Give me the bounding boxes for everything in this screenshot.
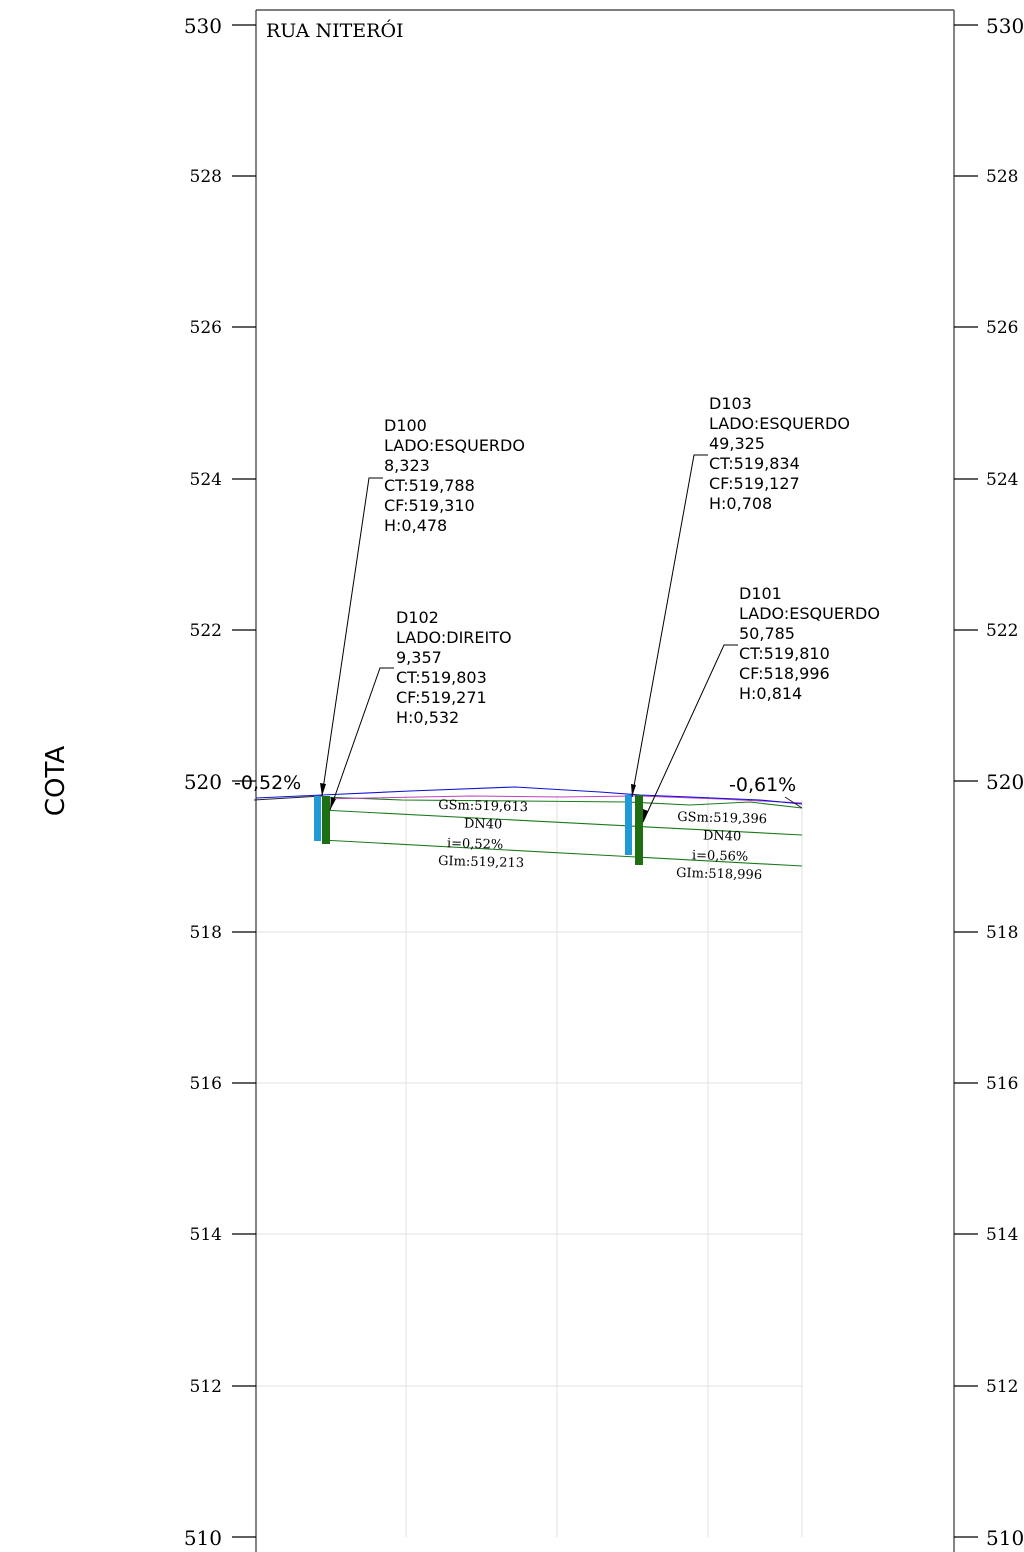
annotation-line: H:0,708 (709, 494, 772, 513)
tick-label-left: 522 (190, 621, 222, 641)
annotation-line: CT:519,810 (739, 644, 830, 663)
pipe-gsm: GSm:519,613 (438, 798, 528, 815)
terrain-lines (253, 786, 803, 809)
pipe-slope: i=0,52% (447, 836, 504, 852)
annotation-line: LADO:ESQUERDO (384, 436, 525, 455)
tick-label-right: 522 (986, 621, 1018, 641)
tick-label-left: 510 (184, 1526, 222, 1550)
tick-label-right: 510 (986, 1526, 1024, 1550)
tick-label-left: 520 (184, 770, 222, 794)
right-axis-labels: 530 528 526 524 522 520 518 516 514 512 … (986, 14, 1024, 1550)
pipe-slope: i=0,56% (692, 848, 749, 864)
tick-label-right: 514 (986, 1225, 1018, 1245)
pipe-dn: DN40 (464, 817, 503, 833)
tick-label-left: 528 (190, 167, 222, 187)
annotation-line: H:0,532 (396, 708, 459, 727)
annotation-line: CT:519,803 (396, 668, 487, 687)
manhole-d101 (635, 795, 643, 865)
grid (256, 795, 803, 1537)
tick-label-right: 518 (986, 923, 1018, 943)
tick-label-right: 516 (986, 1074, 1018, 1094)
annotation-line: D103 (709, 394, 752, 413)
leader-arrowheads (320, 783, 648, 822)
tick-label-left: 516 (190, 1074, 222, 1094)
annotation-line: CF:518,996 (739, 664, 830, 683)
annotation-line: CF:519,310 (384, 496, 475, 515)
annotation-line: CT:519,834 (709, 454, 800, 473)
tick-label-right: 530 (986, 14, 1024, 38)
annotation-line: 9,357 (396, 648, 442, 667)
axis-title: COTA (41, 746, 71, 816)
pipe-gsm: GSm:519,396 (677, 810, 767, 827)
annotation-line: CF:519,271 (396, 688, 487, 707)
annotation-line: D101 (739, 584, 782, 603)
left-axis (232, 24, 256, 1538)
tick-label-right: 526 (986, 318, 1018, 338)
tick-label-left: 524 (190, 470, 222, 490)
annotation-line: 49,325 (709, 434, 765, 453)
annotation-line: H:0,814 (739, 684, 802, 703)
left-axis-labels: 530 528 526 524 522 520 518 516 514 512 … (184, 14, 222, 1550)
pipe-label-1: GSm:519,613 DN40 i=0,52% GIm:519,213 (438, 798, 528, 871)
tick-label-left: 514 (190, 1225, 222, 1245)
leader-lines (321, 454, 738, 823)
pipe-gim: GIm:518,996 (676, 866, 762, 883)
pipe-gim: GIm:519,213 (438, 854, 524, 871)
tick-label-right: 512 (986, 1377, 1018, 1397)
annotation-d102: D102 LADO:DIREITO 9,357 CT:519,803 CF:51… (396, 608, 512, 727)
slope-label-left: -0,52% (234, 772, 301, 794)
annotation-line: LADO:DIREITO (396, 628, 512, 647)
tick-label-left: 530 (184, 14, 222, 38)
slope-label-right: -0,61% (729, 774, 796, 796)
tick-label-right: 520 (986, 770, 1024, 794)
annotation-d100: D100 LADO:ESQUERDO 8,323 CT:519,788 CF:5… (384, 416, 525, 535)
annotation-line: H:0,478 (384, 516, 447, 535)
pipe-dn: DN40 (703, 829, 742, 845)
annotation-d101: D101 LADO:ESQUERDO 50,785 CT:519,810 CF:… (739, 584, 880, 703)
annotation-d103: D103 LADO:ESQUERDO 49,325 CT:519,834 CF:… (709, 394, 850, 513)
annotation-line: LADO:ESQUERDO (709, 414, 850, 433)
tick-label-right: 524 (986, 470, 1018, 490)
annotation-line: D100 (384, 416, 427, 435)
manhole-d103 (625, 795, 632, 855)
manhole-d102 (322, 796, 330, 844)
annotation-line: LADO:ESQUERDO (739, 604, 880, 623)
annotation-line: CT:519,788 (384, 476, 475, 495)
pipe-label-2: GSm:519,396 DN40 i=0,56% GIm:518,996 (676, 810, 767, 883)
tick-label-right: 528 (986, 167, 1018, 187)
annotation-line: CF:519,127 (709, 474, 800, 493)
frame (255, 9, 955, 1552)
right-axis (954, 24, 978, 1538)
annotation-line: D102 (396, 608, 439, 627)
manhole-d100 (314, 796, 321, 841)
street-name: RUA NITERÓI (266, 19, 404, 42)
tick-label-left: 512 (190, 1377, 222, 1397)
tick-label-left: 518 (190, 923, 222, 943)
annotation-line: 8,323 (384, 456, 430, 475)
tick-label-left: 526 (190, 318, 222, 338)
annotation-line: 50,785 (739, 624, 795, 643)
